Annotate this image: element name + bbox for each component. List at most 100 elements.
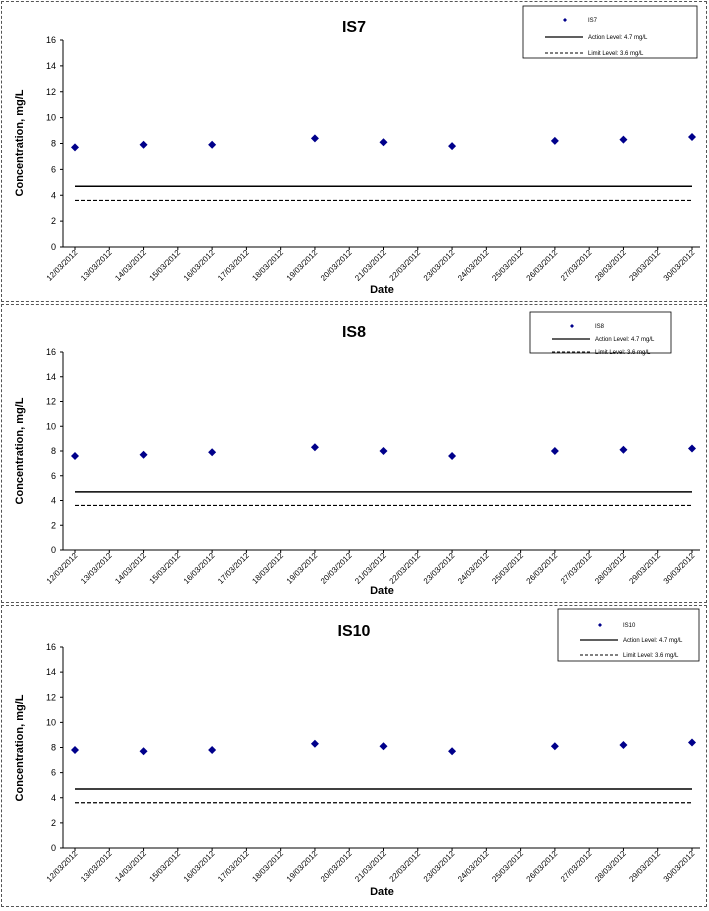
y-tick-label: 12 bbox=[46, 397, 56, 407]
x-tick-label: 20/03/2012 bbox=[319, 849, 354, 884]
x-tick-label: 14/03/2012 bbox=[113, 551, 148, 586]
y-tick-label: 4 bbox=[51, 793, 56, 803]
legend-label-action: Action Level: 4.7 mg/L bbox=[623, 638, 683, 644]
x-tick-label: 28/03/2012 bbox=[593, 849, 628, 884]
x-tick-label: 17/03/2012 bbox=[216, 248, 251, 283]
legend-marker-is10 bbox=[598, 623, 602, 627]
x-tick-label: 25/03/2012 bbox=[490, 849, 525, 884]
x-tick-label: 23/03/2012 bbox=[422, 248, 457, 283]
legend-box bbox=[522, 5, 698, 59]
data-point-is10 bbox=[139, 747, 148, 756]
chart-svg-is8: IS8 0 2 4 6 8 10 12 14 16 12/03/2012 13/03/2012 14/0… bbox=[14, 311, 700, 597]
x-tick-label: 22/03/2012 bbox=[388, 551, 423, 586]
x-tick-label: 29/03/2012 bbox=[627, 551, 662, 586]
y-axis-label: Concentration, mg/L bbox=[14, 397, 26, 504]
data-point-is8 bbox=[550, 447, 559, 455]
x-tick-label: 15/03/2012 bbox=[148, 248, 183, 283]
x-tick-label: 23/03/2012 bbox=[422, 849, 457, 884]
y-tick-label: 0 bbox=[51, 545, 56, 555]
chart-title: IS7 bbox=[342, 19, 366, 36]
y-tick-label: 0 bbox=[51, 242, 56, 252]
y-tick-label: 6 bbox=[51, 768, 56, 778]
data-point-is10 bbox=[619, 740, 628, 749]
legend-label-series: IS10 bbox=[623, 623, 636, 629]
legend-label-limit: Limit Level: 3.6 mg/L bbox=[588, 51, 644, 57]
data-point-is10 bbox=[208, 746, 217, 755]
x-tick-label: 15/03/2012 bbox=[148, 849, 183, 884]
data-point-is7 bbox=[448, 142, 457, 151]
legend-label-series: IS8 bbox=[595, 324, 605, 330]
x-tick-label: 14/03/2012 bbox=[113, 849, 148, 884]
data-point-is7 bbox=[310, 134, 319, 143]
data-point-is8 bbox=[619, 445, 628, 454]
data-point-is7 bbox=[139, 140, 148, 149]
x-tick-label: 25/03/2012 bbox=[490, 248, 525, 283]
legend-box bbox=[557, 608, 700, 662]
data-point-is8 bbox=[71, 451, 79, 460]
x-tick-label: 16/03/2012 bbox=[182, 248, 217, 283]
x-tick-label: 24/03/2012 bbox=[456, 248, 491, 283]
data-point-is10 bbox=[310, 739, 319, 748]
x-tick-label: 30/03/2012 bbox=[662, 849, 697, 884]
y-tick-label: 4 bbox=[51, 496, 56, 506]
x-tick-label: 17/03/2012 bbox=[216, 849, 251, 884]
x-tick-label: 18/03/2012 bbox=[250, 248, 285, 283]
y-axis-label: Concentration, mg/L bbox=[14, 89, 26, 196]
x-tick-label: 24/03/2012 bbox=[456, 849, 491, 884]
y-tick-label: 10 bbox=[46, 113, 56, 123]
x-tick-label: 28/03/2012 bbox=[593, 248, 628, 283]
data-point-is10 bbox=[379, 742, 388, 751]
x-tick-label: 20/03/2012 bbox=[319, 248, 354, 283]
data-point-is8 bbox=[688, 444, 696, 453]
data-point-is8 bbox=[379, 447, 388, 455]
x-tick-label: 29/03/2012 bbox=[627, 849, 662, 884]
x-tick-label: 20/03/2012 bbox=[319, 551, 354, 586]
x-tick-label: 13/03/2012 bbox=[79, 849, 114, 884]
data-point-is7 bbox=[619, 135, 628, 144]
x-tick-label: 21/03/2012 bbox=[353, 551, 388, 586]
data-point-is7 bbox=[379, 138, 388, 147]
y-tick-label: 6 bbox=[51, 164, 56, 174]
data-point-is8 bbox=[310, 443, 319, 452]
y-tick-label: 14 bbox=[46, 372, 56, 382]
x-tick-label: 13/03/2012 bbox=[79, 248, 114, 283]
y-tick-label: 8 bbox=[51, 743, 56, 753]
legend-box bbox=[529, 311, 672, 354]
y-tick-label: 10 bbox=[46, 421, 56, 431]
x-tick-label: 16/03/2012 bbox=[182, 849, 217, 884]
y-tick-label: 4 bbox=[51, 190, 56, 200]
data-point-is10 bbox=[71, 746, 79, 755]
y-tick-label: 2 bbox=[51, 818, 56, 828]
chart-panel-is10: IS10 0 2 4 6 8 10 12 14 16 12/03/2012 13/03/2012 14/… bbox=[1, 605, 707, 907]
x-axis-label: Date bbox=[370, 284, 394, 296]
y-tick-label: 16 bbox=[46, 642, 56, 652]
x-tick-label: 25/03/2012 bbox=[490, 551, 525, 586]
x-axis-label: Date bbox=[370, 886, 394, 898]
x-axis-label: Date bbox=[370, 585, 394, 597]
y-tick-label: 8 bbox=[51, 446, 56, 456]
y-tick-label: 8 bbox=[51, 139, 56, 149]
chart-panel-is7: IS7 0 2 4 6 8 10 12 14 16 12/03/2012 13/03/2012 14/0… bbox=[1, 1, 707, 302]
x-tick-label: 12/03/2012 bbox=[45, 551, 80, 586]
x-tick-label: 12/03/2012 bbox=[45, 849, 80, 884]
x-tick-label: 28/03/2012 bbox=[593, 551, 628, 586]
y-tick-label: 14 bbox=[46, 667, 56, 677]
x-tick-label: 19/03/2012 bbox=[285, 849, 320, 884]
x-tick-label: 18/03/2012 bbox=[250, 849, 285, 884]
legend-marker-is8 bbox=[570, 324, 574, 328]
data-point-is10 bbox=[550, 742, 559, 751]
y-tick-label: 14 bbox=[46, 61, 56, 71]
x-tick-label: 30/03/2012 bbox=[662, 551, 697, 586]
legend-label-limit: Limit Level: 3.6 mg/L bbox=[623, 653, 679, 659]
y-tick-label: 16 bbox=[46, 347, 56, 357]
x-tick-label: 23/03/2012 bbox=[422, 551, 457, 586]
y-tick-label: 10 bbox=[46, 717, 56, 727]
x-tick-label: 27/03/2012 bbox=[559, 849, 594, 884]
x-tick-label: 13/03/2012 bbox=[79, 551, 114, 586]
y-tick-label: 12 bbox=[46, 692, 56, 702]
data-point-is7 bbox=[688, 133, 696, 142]
x-tick-label: 30/03/2012 bbox=[662, 248, 697, 283]
x-tick-label: 18/03/2012 bbox=[250, 551, 285, 586]
x-tick-label: 19/03/2012 bbox=[285, 248, 320, 283]
data-point-is10 bbox=[688, 738, 696, 747]
